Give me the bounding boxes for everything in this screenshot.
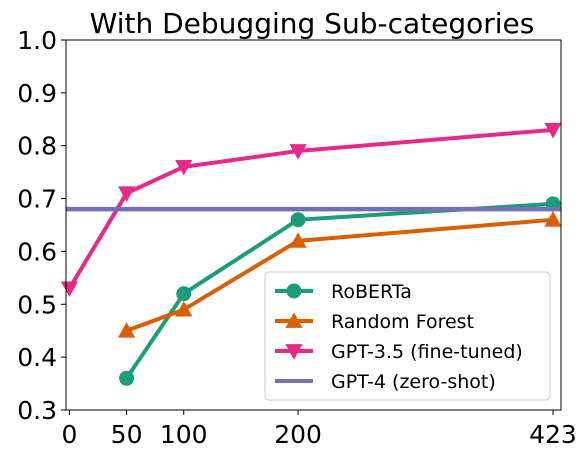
x-axis: 0 50 100 200 423: [61, 410, 577, 449]
series-line-1: [125, 217, 554, 333]
plot-area: [60, 39, 562, 411]
data-point: [117, 322, 136, 338]
y-tick-label: 0.5: [17, 290, 57, 319]
x-tick-label: 50: [111, 420, 143, 449]
x-tick-label: 200: [274, 420, 322, 449]
series-line-0: [124, 201, 554, 380]
legend: RoBERTa Random Forest GPT-3.5 (fine-tuned)…: [264, 271, 551, 401]
legend-marker: [286, 283, 302, 299]
chart-title: With Debugging Sub-categories: [90, 7, 535, 40]
y-tick-label: 0.3: [17, 396, 57, 425]
data-point: [119, 370, 135, 386]
x-tick-label: 0: [61, 420, 77, 449]
y-tick-label: 0.9: [17, 79, 57, 108]
legend-label: RoBERTa: [331, 281, 412, 303]
plot-frame: [65, 39, 562, 411]
legend-entry: GPT-4 (zero-shot): [275, 371, 496, 393]
data-point: [175, 159, 193, 176]
y-tick-label: 0.8: [17, 132, 57, 161]
y-tick-label: 0.7: [17, 185, 57, 214]
data-point: [175, 300, 193, 317]
legend-marker: [285, 344, 303, 360]
y-axis: 0.3 0.4 0.5 0.6 0.7 0.8 0.9 1.0: [17, 26, 66, 425]
data-point: [544, 211, 562, 227]
data-point: [290, 212, 306, 228]
legend-marker: [285, 312, 303, 328]
x-tick-label: 423: [529, 420, 577, 449]
data-point: [176, 286, 192, 302]
legend-entry: Random Forest: [275, 311, 474, 333]
y-tick-label: 0.6: [17, 237, 57, 266]
data-point: [60, 281, 79, 298]
y-tick-label: 1.0: [17, 26, 57, 55]
legend-label: GPT-4 (zero-shot): [331, 371, 496, 393]
data-point: [289, 232, 307, 248]
legend-entry: RoBERTa: [275, 281, 412, 303]
legend-entry: GPT-3.5 (fine-tuned): [275, 341, 523, 363]
data-point: [289, 144, 307, 160]
data-point: [117, 186, 136, 202]
y-tick-label: 0.4: [17, 343, 57, 372]
legend-label: GPT-3.5 (fine-tuned): [331, 341, 523, 363]
data-point: [544, 122, 562, 139]
legend-label: Random Forest: [331, 311, 474, 333]
x-tick-label: 100: [160, 420, 208, 449]
legend-box: [264, 271, 551, 401]
